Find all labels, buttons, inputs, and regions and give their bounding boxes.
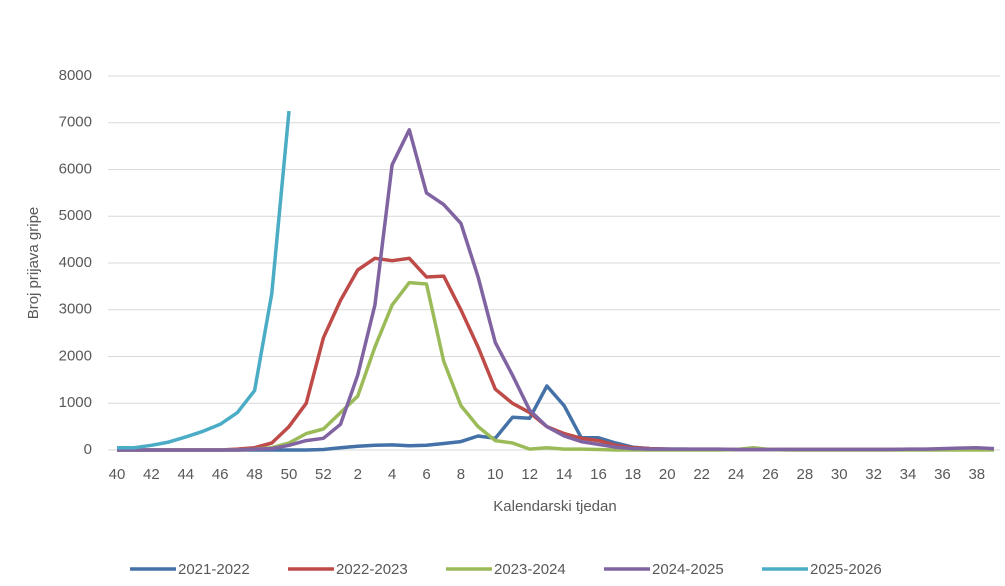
- x-tick-label: 2: [354, 466, 362, 483]
- x-tick-label: 8: [457, 466, 465, 483]
- y-tick-label: 3000: [59, 301, 92, 318]
- y-tick-label: 1000: [59, 394, 92, 411]
- x-tick-label: 34: [900, 466, 917, 483]
- series-line: [117, 256, 994, 452]
- y-tick-label: 8000: [59, 67, 92, 84]
- y-tick-label: 0: [84, 441, 92, 458]
- x-tick-label: 52: [315, 466, 332, 483]
- y-tick-label: 2000: [59, 347, 92, 364]
- legend-label: 2021-2022: [178, 561, 250, 578]
- y-tick-label: 6000: [59, 160, 92, 177]
- y-tick-label: 5000: [59, 207, 92, 224]
- x-tick-label: 32: [865, 466, 882, 483]
- x-tick-label: 14: [556, 466, 573, 483]
- y-axis-title: Broj prijava gripe: [25, 207, 42, 320]
- legend-label: 2025-2026: [810, 561, 882, 578]
- x-tick-label: 46: [212, 466, 229, 483]
- x-axis-title: Kalendarski tjedan: [493, 498, 616, 515]
- y-tick-label: 4000: [59, 254, 92, 271]
- x-tick-label: 40: [109, 466, 126, 483]
- x-tick-label: 48: [246, 466, 263, 483]
- x-tick-label: 50: [281, 466, 298, 483]
- series-line: [117, 280, 994, 452]
- x-tick-label: 22: [693, 466, 710, 483]
- x-tick-label: 36: [934, 466, 951, 483]
- x-tick-label: 42: [143, 466, 160, 483]
- x-tick-label: 44: [177, 466, 194, 483]
- x-tick-label: 16: [590, 466, 607, 483]
- x-tick-label: 38: [968, 466, 985, 483]
- y-tick-label: 7000: [59, 114, 92, 131]
- x-tick-label: 6: [422, 466, 430, 483]
- legend-label: 2024-2025: [652, 561, 724, 578]
- x-tick-label: 28: [796, 466, 813, 483]
- legend-label: 2022-2023: [336, 561, 408, 578]
- x-tick-label: 26: [762, 466, 779, 483]
- x-tick-label: 20: [659, 466, 676, 483]
- x-tick-label: 24: [728, 466, 745, 483]
- x-tick-label: 18: [625, 466, 642, 483]
- x-tick-label: 30: [831, 466, 848, 483]
- x-tick-label: 10: [487, 466, 504, 483]
- x-tick-label: 12: [521, 466, 538, 483]
- series-line: [117, 128, 995, 452]
- legend-label: 2023-2024: [494, 561, 566, 578]
- x-tick-label: 4: [388, 466, 396, 483]
- series-line: [117, 110, 291, 450]
